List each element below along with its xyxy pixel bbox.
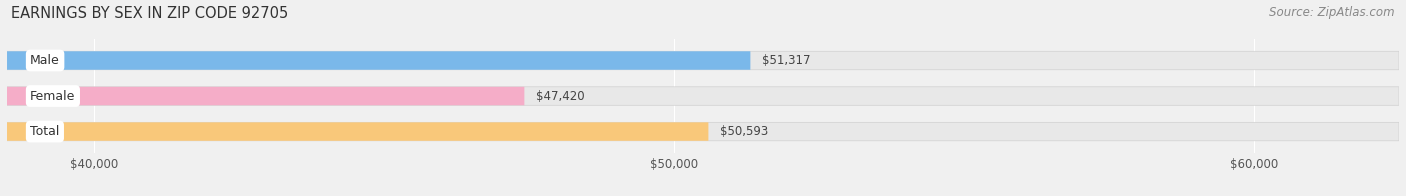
FancyBboxPatch shape bbox=[7, 122, 1399, 141]
Text: $51,317: $51,317 bbox=[762, 54, 810, 67]
FancyBboxPatch shape bbox=[7, 51, 751, 70]
Text: $47,420: $47,420 bbox=[536, 90, 585, 103]
Text: Source: ZipAtlas.com: Source: ZipAtlas.com bbox=[1270, 6, 1395, 19]
FancyBboxPatch shape bbox=[7, 87, 1399, 105]
FancyBboxPatch shape bbox=[7, 51, 1399, 70]
Text: Total: Total bbox=[31, 125, 59, 138]
Text: Male: Male bbox=[31, 54, 60, 67]
Text: $50,593: $50,593 bbox=[720, 125, 768, 138]
Text: Female: Female bbox=[31, 90, 76, 103]
FancyBboxPatch shape bbox=[7, 87, 524, 105]
FancyBboxPatch shape bbox=[7, 122, 709, 141]
Text: EARNINGS BY SEX IN ZIP CODE 92705: EARNINGS BY SEX IN ZIP CODE 92705 bbox=[11, 6, 288, 21]
